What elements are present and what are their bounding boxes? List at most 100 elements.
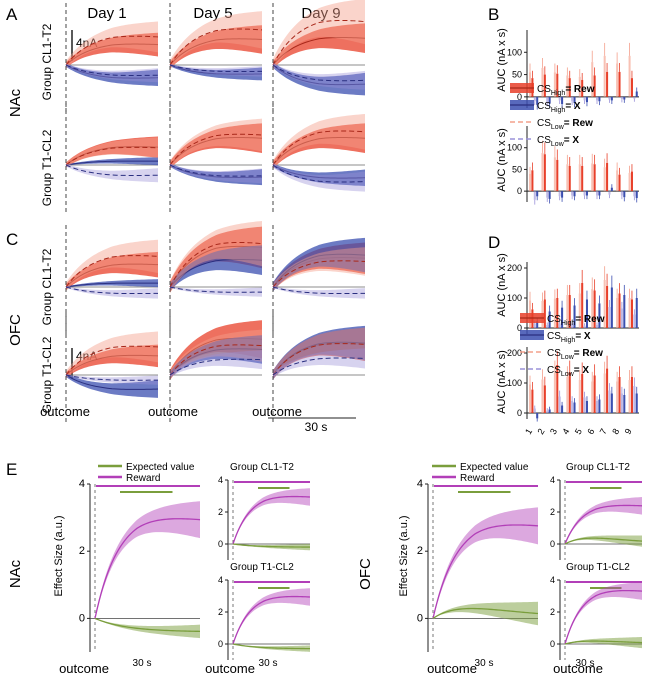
nac-auc-bar-0-8-2: [628, 55, 631, 97]
ofc-auc-bar-0-6-3: [608, 307, 611, 328]
e-nac-cl1-ev-line: [232, 543, 311, 548]
nac-auc-bar-0-3-2: [566, 75, 569, 97]
ofc-auc-bar-1-3-2: [566, 377, 569, 413]
ofc-auc-bar-1-0-1: [536, 413, 539, 419]
nac-auc-bar-0-2-3: [558, 96, 561, 101]
nac-auc-bar-0-5-2: [591, 62, 594, 97]
ofc-auc-bar-0-5-3: [596, 325, 599, 328]
ofc-trace-band-0-1-2: [170, 220, 262, 294]
ofc-auc-ytick-label-0-2: 200: [507, 263, 522, 273]
ofc-auc-xtick-label-2: 3: [548, 427, 559, 436]
e-nac-main-ev-band: [95, 618, 200, 639]
ofc-auc-bar-0-8-3: [633, 314, 636, 328]
nac-trace-band-1-0-2: [66, 137, 158, 168]
ofc-trace-series-line-1-1-3: [169, 358, 263, 376]
group-label-nac-2: Group T1-CL2: [40, 129, 54, 206]
nac-trace-series-line-0-1-1: [169, 64, 263, 75]
nac-trace-series-line-0-0-1: [65, 64, 159, 79]
legend-e-ofc-reward-label: Reward: [460, 473, 494, 484]
ofc-trace-band-0-0-3: [66, 286, 158, 299]
legend-nac-label-0: CSHigh= Rew: [537, 84, 595, 97]
e-nac-cl1-ytick-label-1: 2: [218, 507, 223, 517]
nac-auc-bar-0-8-0: [630, 78, 633, 97]
day-header-1: Day 1: [87, 5, 126, 22]
ofc-trace-band-1-0-1: [66, 373, 158, 398]
panel-label-a: A: [6, 5, 18, 24]
nac-auc-bar-0-5-1: [598, 96, 601, 102]
group-label-ofc-2: Group T1-CL2: [40, 336, 54, 413]
nac-trace-series-line-0-2-1: [272, 64, 366, 86]
ofc-auc-bar-0-6-2: [603, 280, 606, 328]
ofc-auc-xtick-label-8: 9: [623, 427, 634, 436]
ofc-auc-bar-0-7-0: [618, 293, 621, 328]
ofc-auc-bar-1-7-0: [618, 377, 621, 413]
nac-trace-series-line-0-0-0: [65, 43, 159, 66]
nac-auc-ytick-label-0-0: 0: [517, 92, 522, 102]
e-nac-t1-reward-line: [232, 595, 311, 645]
ofc-auc-xtick-label-3: 4: [560, 427, 571, 436]
ofc-trace-series-line-0-0-0: [65, 263, 159, 288]
ofc-auc-bar-0-6-1: [610, 287, 613, 328]
ofc-auc-bar-0-0-3: [533, 323, 536, 328]
nac-trace-band-1-1-1: [170, 163, 262, 186]
nac-trace-series-line-1-0-2: [65, 146, 159, 166]
ofc-auc-bar-1-8-1: [635, 393, 638, 413]
e-time-nac-inset: 30 s: [259, 658, 278, 669]
ofc-auc-bar-0-1-1: [548, 311, 551, 328]
e-ofc-t1-reward-band: [565, 582, 642, 645]
e-outcome-nac: outcome: [59, 661, 109, 676]
panel-label-d: D: [488, 233, 500, 252]
nac-auc-bar-0-4-1: [585, 96, 588, 103]
ofc-auc-bar-0-8-0: [630, 299, 633, 328]
ofc-trace-band-1-0-0: [66, 344, 158, 378]
nac-trace-band-1-0-3: [66, 163, 158, 183]
ofc-auc-bar-1-8-3: [633, 386, 636, 413]
nac-auc-bar-1-8-3: [633, 191, 636, 197]
nac-auc-bar-0-1-1: [548, 96, 551, 104]
nac-auc-bar-0-4-0: [581, 79, 584, 97]
e-ofc-main-reward-band: [433, 507, 538, 621]
nac-auc-bar-0-2-1: [561, 96, 564, 104]
nac-auc-bar-1-8-0: [630, 171, 633, 192]
ofc-trace-series-line-0-1-1: [169, 258, 263, 288]
nac-auc-bar-1-0-1: [536, 191, 539, 197]
nac-auc-bar-1-5-1: [598, 191, 601, 196]
ofc-auc-bar-1-6-2: [603, 373, 606, 413]
nac-trace-band-0-2-2: [273, 0, 365, 72]
ofc-auc-bar-1-2-3: [558, 396, 561, 413]
e-ofc-cl1-ev-line: [564, 537, 643, 545]
e-nac-cl1-ytick-label-2: 4: [218, 475, 223, 485]
ofc-auc-xtick-label-7: 8: [610, 427, 621, 436]
nac-trace-band-0-1-2: [170, 11, 262, 70]
nac-auc-bar-1-6-3: [608, 191, 611, 195]
nac-auc-bar-1-1-3: [546, 191, 549, 198]
nac-auc-bar-1-1-1: [548, 191, 551, 199]
ofc-auc-bar-0-7-1: [623, 295, 626, 328]
ofc-auc-bar-1-2-2: [553, 372, 556, 413]
ofc-auc-bar-1-1-0: [543, 385, 546, 413]
nac-auc-bar-0-5-3: [596, 96, 599, 101]
e-ofc-cl1-ev-band: [565, 535, 642, 547]
nac-auc-bar-1-0-0: [531, 170, 534, 192]
outcome-label-day1: outcome: [40, 404, 90, 419]
ofc-trace-band-0-1-3: [170, 286, 262, 297]
ofc-auc-ytick-label-1-2: 200: [507, 348, 522, 358]
nac-trace-band-0-0-2: [66, 21, 158, 69]
nac-auc-bar-1-4-3: [583, 191, 586, 196]
nac-auc-bar-0-3-3: [571, 96, 574, 102]
ofc-auc-bar-0-5-0: [593, 290, 596, 328]
nac-auc-bar-0-1-3: [546, 96, 549, 103]
ofc-trace-band-0-0-2: [66, 239, 158, 292]
ofc-auc-xtick-label-0: 1: [523, 427, 534, 436]
nac-trace-series-line-0-1-0: [169, 38, 263, 66]
nac-trace-band-1-2-2: [273, 113, 365, 170]
ofc-auc-bar-0-6-0: [606, 286, 609, 328]
ofc-auc-bar-0-3-1: [573, 305, 576, 328]
nac-auc-bar-1-0-2: [529, 173, 532, 192]
ofc-auc-bar-1-3-3: [571, 401, 574, 413]
nac-auc-bar-1-0-3: [533, 191, 536, 200]
nac-auc-bar-0-6-2: [603, 55, 606, 97]
nac-trace-series-line-0-2-0: [272, 36, 366, 66]
ofc-auc-bar-1-2-0: [556, 365, 559, 413]
